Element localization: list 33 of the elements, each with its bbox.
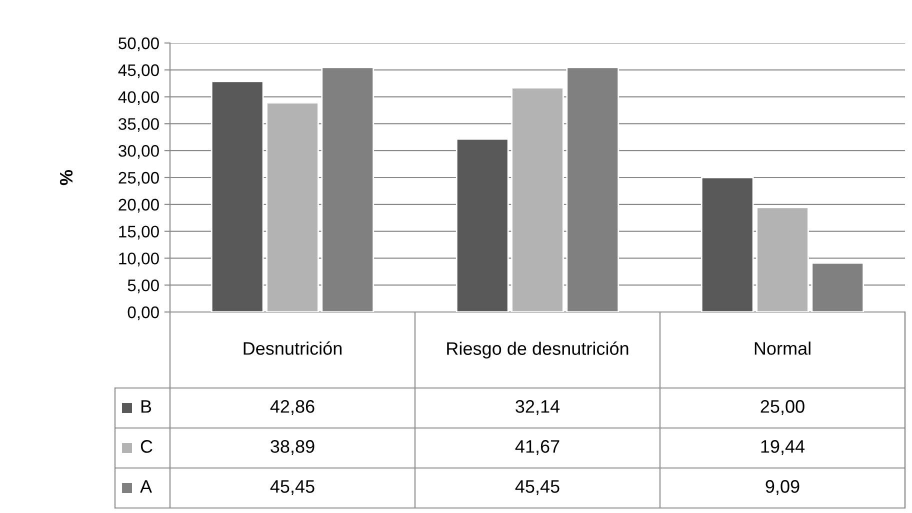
y-axis-title: % (60, 170, 73, 186)
bar (700, 176, 754, 312)
bar (456, 138, 509, 312)
y-tick-label: 20,00 (118, 198, 159, 213)
y-tick-label: 45,00 (118, 64, 159, 78)
data-label: 19,44 (761, 440, 805, 455)
x-tick-label: Desnutrición (244, 341, 342, 355)
y-tick-label: 10,00 (119, 252, 159, 266)
legend-label: C (140, 440, 152, 453)
data-label: 25,00 (760, 400, 804, 415)
bar (511, 87, 564, 312)
data-label: 45,45 (515, 480, 560, 495)
y-tick-label: 35,00 (118, 118, 159, 132)
y-tick-label: 0,00 (128, 306, 159, 320)
data-label: 9,09 (766, 480, 800, 495)
legend-label: A (140, 480, 152, 493)
data-label: 32,14 (516, 400, 560, 415)
bar (266, 102, 319, 312)
data-label: 38,89 (270, 440, 314, 455)
legend-label: B (141, 400, 152, 413)
y-tick-label: 40,00 (118, 91, 159, 105)
y-tick-label: 25,00 (118, 172, 159, 186)
data-label: 45,45 (270, 480, 314, 495)
x-tick-label: Normal (754, 342, 810, 355)
y-tick-label: 15,00 (119, 226, 159, 240)
data-label: 42,86 (270, 400, 314, 415)
x-tick-label: Riesgo de desnutrición (447, 341, 628, 359)
bar (756, 206, 809, 312)
y-tick-label: 5,00 (128, 280, 159, 294)
bar (210, 80, 264, 312)
y-tick-label: 50,00 (118, 37, 159, 52)
y-tick-label: 30,00 (118, 145, 159, 159)
data-label: 41,67 (515, 440, 560, 455)
